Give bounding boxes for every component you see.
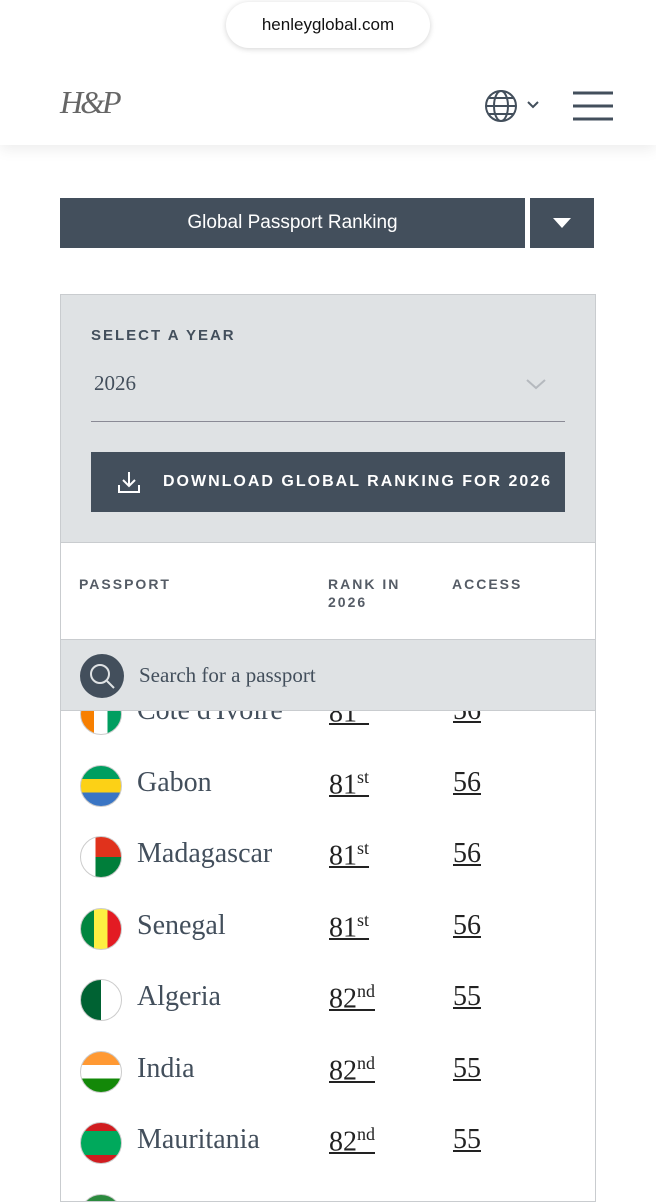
- rank[interactable]: 82nd: [329, 1053, 375, 1087]
- filter-section: SELECT A YEAR 2026 DOWNLOAD GLOBAL RANKI…: [61, 295, 595, 543]
- download-label: DOWNLOAD GLOBAL RANKING FOR 2026: [163, 452, 552, 512]
- rank-number: 81: [329, 840, 357, 871]
- logo[interactable]: H&P: [60, 84, 119, 121]
- rank-suffix: nd: [357, 981, 375, 1001]
- download-icon: [117, 470, 141, 494]
- flag: [80, 1194, 122, 1202]
- ranking-dropdown[interactable]: Global Passport Ranking: [60, 198, 525, 248]
- rank-suffix: st: [357, 767, 369, 787]
- rank-number: 82: [329, 983, 357, 1014]
- flag: [80, 836, 122, 878]
- rank[interactable]: 81st: [329, 838, 369, 872]
- access[interactable]: 55: [453, 981, 481, 1013]
- flag: [80, 765, 122, 807]
- rank-suffix: nd: [357, 1124, 375, 1144]
- rank[interactable]: 82nd: [329, 1124, 375, 1158]
- passport-name[interactable]: Algeria: [137, 981, 221, 1013]
- flag: [80, 908, 122, 950]
- flag: [80, 1051, 122, 1093]
- passport-row[interactable]: Algeria 82nd 55: [61, 971, 595, 1031]
- column-header: PASSPORT: [79, 575, 171, 593]
- passport-row[interactable]: Senegal 81st 56: [61, 900, 595, 960]
- passport-name[interactable]: Madagascar: [137, 838, 272, 870]
- rank-suffix: st: [357, 910, 369, 930]
- passport-name[interactable]: India: [137, 1053, 195, 1085]
- select-underline: [91, 421, 565, 422]
- rank-number: 82: [329, 1055, 357, 1086]
- rank-number: 81: [329, 769, 357, 800]
- passport-name[interactable]: Gabon: [137, 767, 212, 799]
- ranking-rows: Côte d'Ivoire81st56Gabon81st56Madagascar…: [61, 675, 595, 1195]
- download-button[interactable]: DOWNLOAD GLOBAL RANKING FOR 2026: [91, 452, 565, 512]
- column-header: RANK IN 2026: [328, 575, 418, 611]
- passport-row[interactable]: Madagascar 81st 56: [61, 828, 595, 888]
- rank[interactable]: 81st: [329, 767, 369, 801]
- flag: [80, 979, 122, 1021]
- access[interactable]: 55: [453, 1124, 481, 1156]
- passport-name[interactable]: Mauritania: [137, 1124, 260, 1156]
- rank-suffix: nd: [357, 1053, 375, 1073]
- search-bar[interactable]: Search for a passport: [61, 639, 595, 711]
- rank-suffix: st: [357, 838, 369, 858]
- site-header: henleyglobal.com H&P: [0, 0, 656, 145]
- access[interactable]: 55: [453, 1053, 481, 1085]
- search-icon: [79, 653, 125, 699]
- dropdown-toggle[interactable]: [530, 198, 594, 248]
- rank-number: 81: [329, 912, 357, 943]
- passport-row[interactable]: Mauritania 82nd 55: [61, 1114, 595, 1174]
- access[interactable]: 56: [453, 838, 481, 870]
- year-select[interactable]: 2026: [94, 371, 136, 396]
- passport-name[interactable]: Senegal: [137, 910, 226, 942]
- url-bar[interactable]: henleyglobal.com: [226, 2, 430, 48]
- rank-number: 82: [329, 1126, 357, 1157]
- access[interactable]: 56: [453, 910, 481, 942]
- column-header: ACCESS: [452, 575, 522, 593]
- menu-button[interactable]: [572, 90, 614, 122]
- select-chevron: [525, 377, 547, 391]
- ranking-panel: SELECT A YEAR 2026 DOWNLOAD GLOBAL RANKI…: [60, 294, 596, 1202]
- flag: [80, 1122, 122, 1164]
- access[interactable]: 56: [453, 767, 481, 799]
- passport-row[interactable]: Gabon 81st 56: [61, 757, 595, 817]
- rank[interactable]: 82nd: [329, 981, 375, 1015]
- year-label: SELECT A YEAR: [91, 327, 236, 344]
- rank[interactable]: 81st: [329, 910, 369, 944]
- passport-row[interactable]: India 82nd 55: [61, 1043, 595, 1103]
- search-placeholder: Search for a passport: [139, 640, 316, 710]
- language-selector[interactable]: [484, 89, 548, 123]
